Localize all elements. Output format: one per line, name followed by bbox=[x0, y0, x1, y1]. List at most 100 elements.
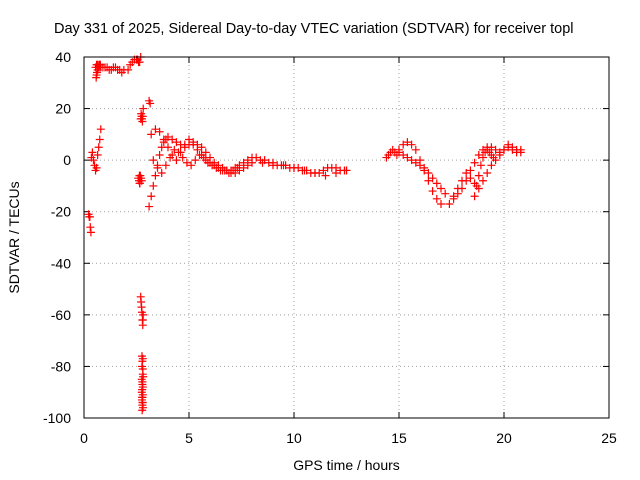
data-point bbox=[428, 187, 437, 196]
data-point bbox=[424, 176, 433, 185]
data-point bbox=[403, 138, 412, 147]
data-point bbox=[424, 169, 433, 178]
data-point bbox=[197, 143, 206, 152]
data-point bbox=[195, 150, 204, 159]
x-tick-label: 0 bbox=[80, 430, 88, 446]
data-point bbox=[168, 135, 177, 144]
data-point bbox=[472, 181, 481, 190]
data-point bbox=[92, 163, 101, 172]
data-point bbox=[161, 161, 170, 170]
data-point bbox=[208, 161, 217, 170]
data-point bbox=[474, 171, 483, 180]
data-point bbox=[462, 169, 471, 178]
data-point bbox=[185, 135, 193, 144]
data-point bbox=[170, 145, 179, 154]
data-point bbox=[470, 192, 479, 201]
x-axis-label: GPS time / hours bbox=[293, 457, 400, 473]
data-point bbox=[172, 156, 181, 165]
data-point bbox=[155, 127, 164, 136]
data-point bbox=[470, 158, 479, 167]
data-point bbox=[248, 158, 256, 167]
data-point bbox=[138, 380, 147, 389]
data-point bbox=[300, 166, 309, 175]
data-point bbox=[441, 189, 450, 198]
data-point bbox=[151, 171, 160, 180]
data-point bbox=[416, 161, 424, 170]
y-tick-label: -80 bbox=[51, 358, 71, 374]
data-point bbox=[516, 145, 525, 154]
data-point bbox=[399, 140, 408, 149]
x-tick-label: 20 bbox=[496, 430, 512, 446]
y-tick-label: 40 bbox=[55, 49, 71, 65]
data-point bbox=[437, 199, 445, 208]
data-point bbox=[479, 176, 487, 185]
data-point bbox=[466, 166, 475, 175]
data-point bbox=[252, 153, 261, 162]
x-tick-label: 10 bbox=[286, 430, 302, 446]
data-point bbox=[146, 99, 155, 108]
data-point bbox=[332, 169, 340, 178]
data-point bbox=[164, 132, 172, 141]
data-point bbox=[93, 150, 102, 159]
data-points bbox=[84, 53, 525, 415]
y-tick-label: -100 bbox=[43, 410, 71, 426]
data-point bbox=[182, 158, 191, 167]
data-point bbox=[155, 150, 164, 159]
data-point bbox=[137, 362, 146, 371]
data-point bbox=[342, 166, 351, 175]
data-point bbox=[445, 199, 454, 208]
data-point bbox=[212, 163, 221, 172]
data-point bbox=[407, 140, 416, 149]
data-point bbox=[86, 223, 95, 232]
data-point bbox=[199, 153, 208, 162]
data-point bbox=[166, 153, 175, 162]
data-point bbox=[135, 179, 144, 188]
data-point bbox=[138, 406, 147, 415]
data-point bbox=[178, 153, 187, 162]
data-point bbox=[149, 156, 158, 165]
data-point bbox=[94, 143, 103, 152]
data-point bbox=[258, 158, 267, 167]
data-point bbox=[137, 114, 146, 123]
data-point bbox=[403, 153, 412, 162]
data-point bbox=[399, 150, 408, 159]
data-point bbox=[500, 145, 508, 154]
data-point bbox=[458, 176, 466, 185]
data-point bbox=[491, 145, 500, 154]
data-point bbox=[151, 125, 160, 134]
x-tick-label: 5 bbox=[185, 430, 193, 446]
data-point bbox=[476, 161, 485, 170]
data-point bbox=[164, 143, 172, 152]
data-point bbox=[149, 181, 158, 190]
data-point bbox=[153, 163, 162, 172]
data-point bbox=[489, 153, 498, 162]
data-point bbox=[474, 150, 483, 159]
data-point bbox=[407, 156, 416, 165]
data-point bbox=[138, 370, 147, 379]
data-point bbox=[290, 163, 298, 172]
data-point bbox=[159, 135, 168, 144]
axis-ticks: 0 5 10 15 20 25 40 20 0 -20 -40 -60 -80 -100 bbox=[43, 49, 617, 446]
data-point bbox=[466, 174, 475, 183]
data-point bbox=[411, 145, 420, 154]
data-point bbox=[193, 145, 202, 154]
data-point bbox=[453, 184, 462, 193]
data-point bbox=[147, 192, 156, 201]
x-tick-label: 15 bbox=[391, 430, 407, 446]
data-point bbox=[89, 156, 98, 165]
data-point bbox=[233, 163, 242, 172]
data-point bbox=[145, 202, 154, 211]
data-point bbox=[220, 166, 229, 175]
data-point bbox=[138, 316, 147, 325]
data-point bbox=[311, 169, 319, 178]
data-point bbox=[508, 143, 517, 152]
y-tick-label: -20 bbox=[51, 204, 71, 220]
chart-title: Day 331 of 2025, Sidereal Day-to-day VTE… bbox=[54, 21, 574, 37]
y-tick-label: 0 bbox=[63, 152, 71, 168]
data-point bbox=[411, 158, 420, 167]
data-point bbox=[157, 169, 166, 178]
y-axis-label: SDTVAR / TECUs bbox=[6, 181, 22, 293]
data-point bbox=[147, 130, 156, 139]
data-point bbox=[135, 171, 144, 180]
data-point bbox=[504, 140, 513, 149]
